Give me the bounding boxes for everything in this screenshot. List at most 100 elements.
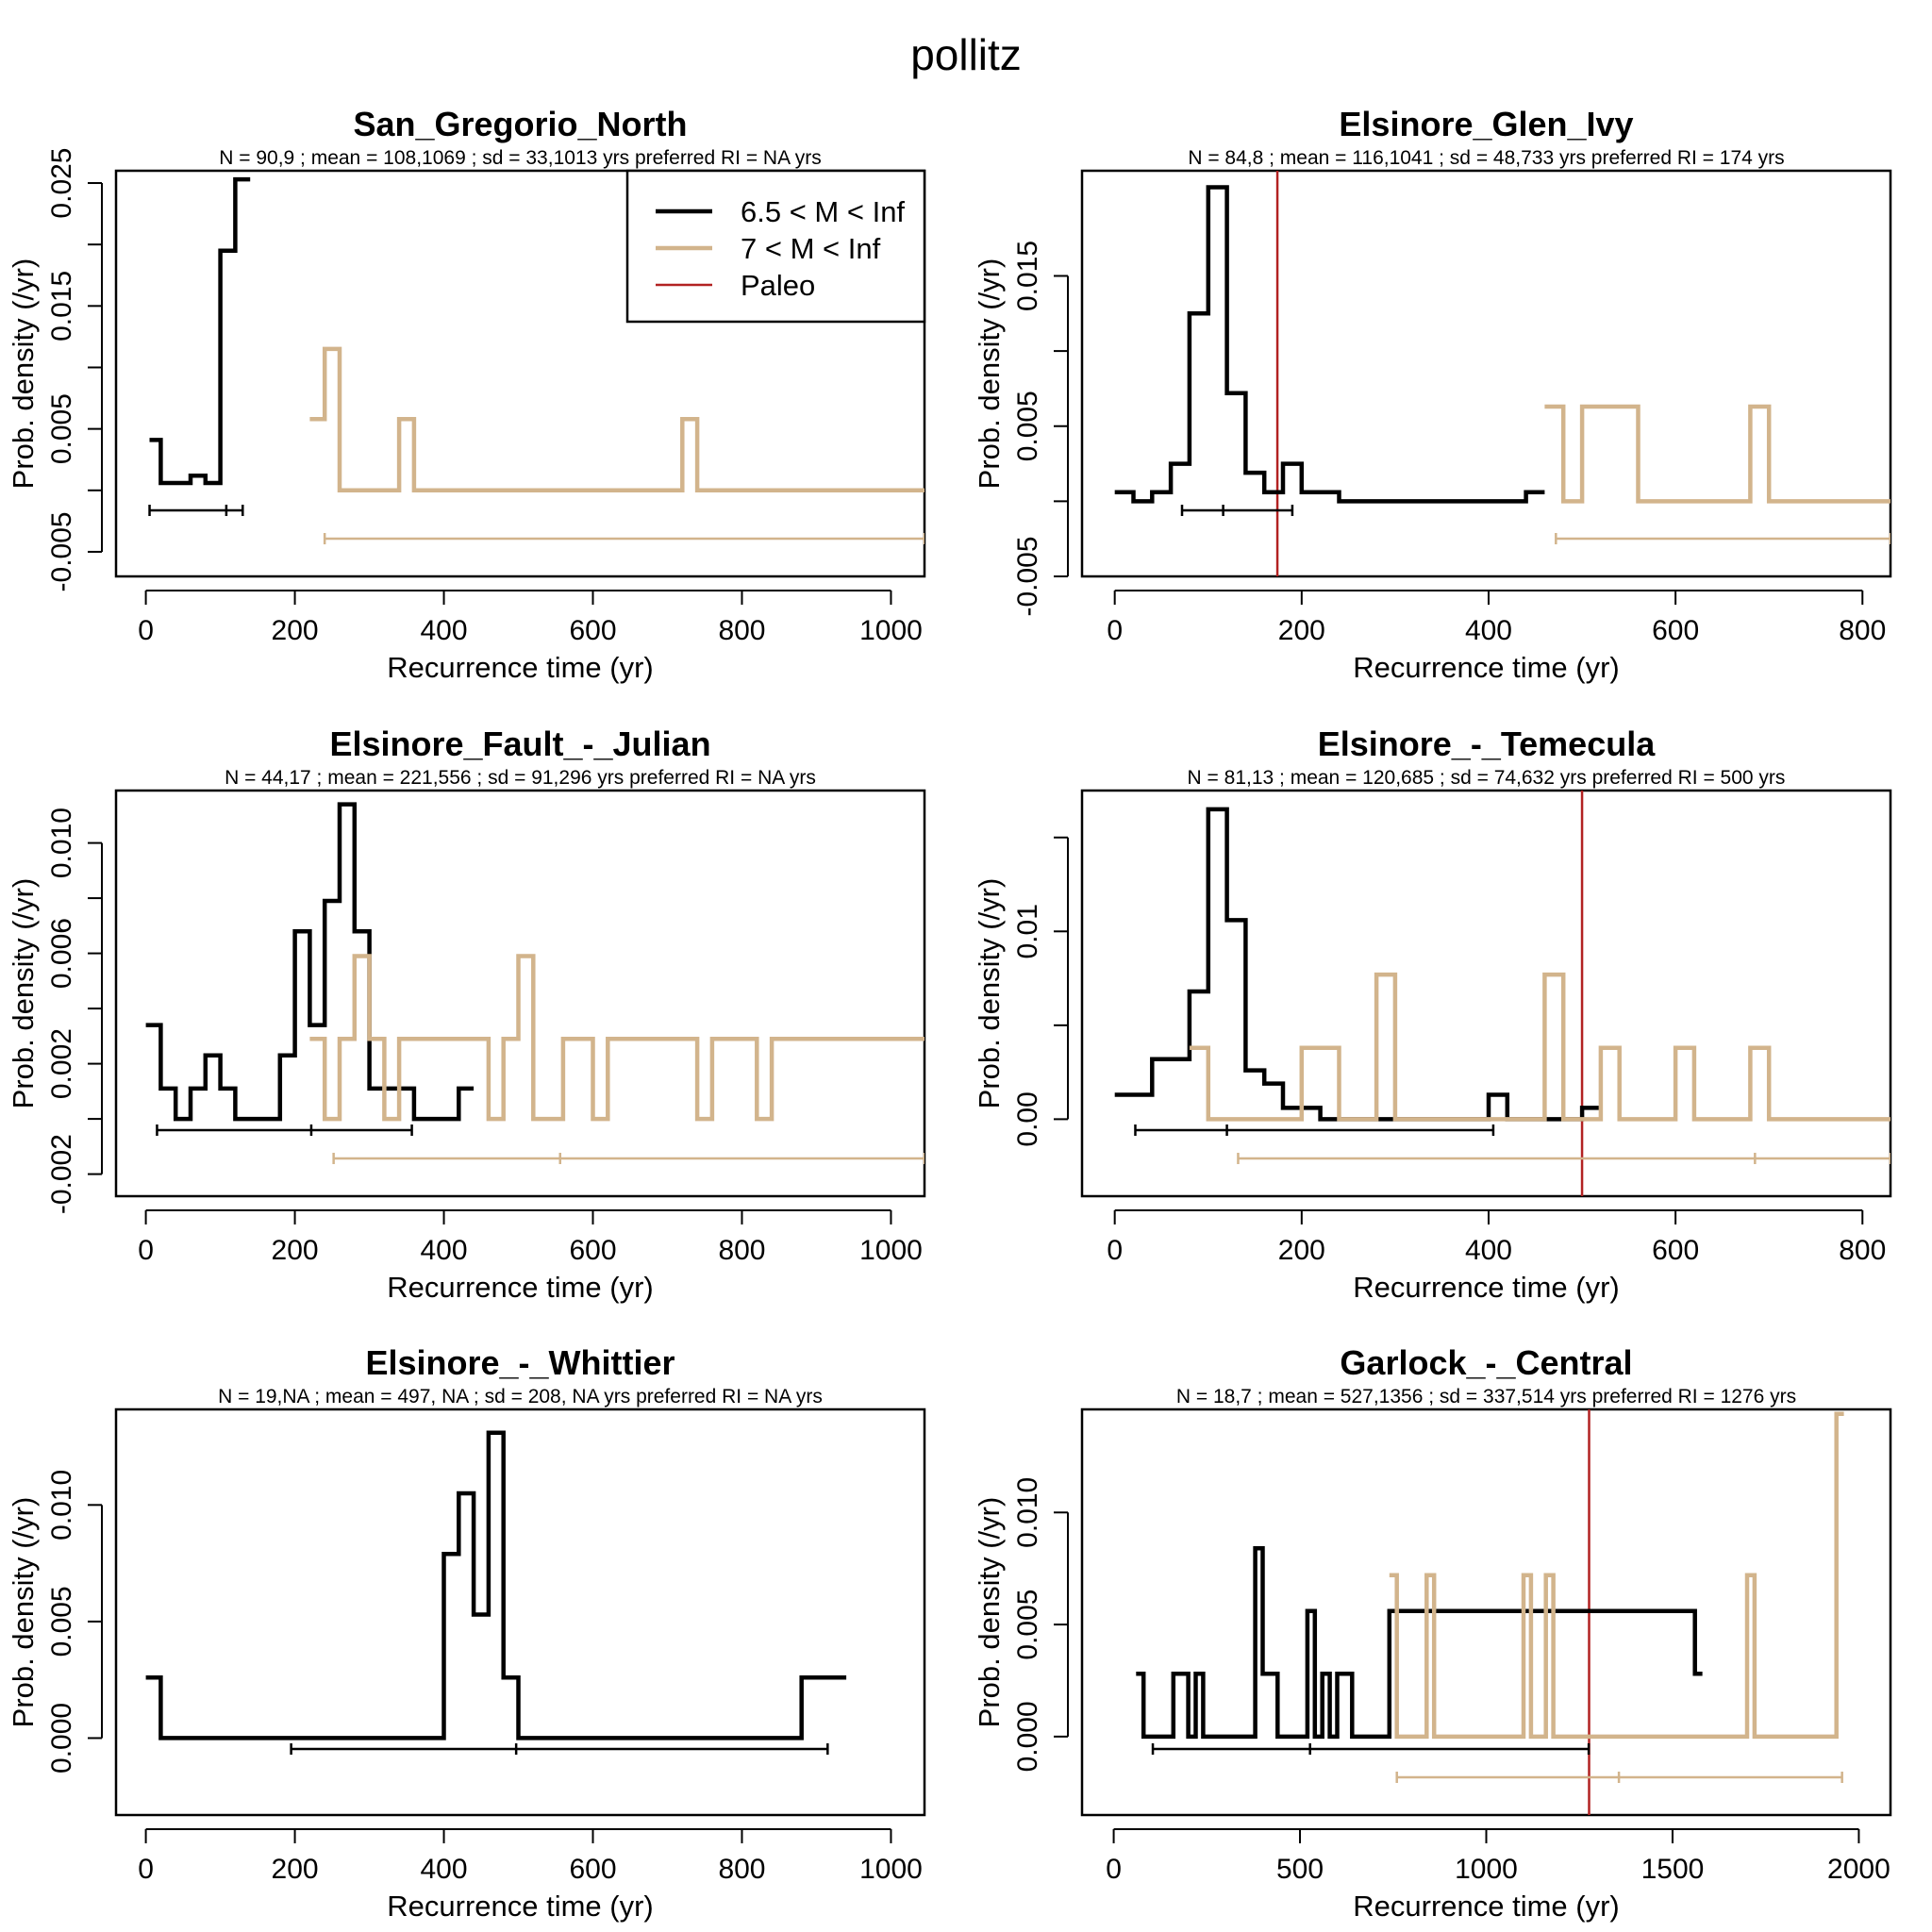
chart-panel: Elsinore_-_Temecula N = 81,13 ; mean = 12… [973, 724, 1892, 1304]
x-tick-label: 200 [272, 615, 319, 646]
plot-area [1136, 1409, 1844, 1815]
x-tick-label: 800 [1839, 1235, 1886, 1266]
y-tick-label: 0.010 [46, 808, 77, 878]
plot-area [145, 802, 924, 1164]
y-axis-label: Prob. density (/yr) [973, 258, 1006, 490]
legend-label: 6.5 < M < Inf [741, 195, 905, 228]
figure-title: pollitz [910, 30, 1022, 79]
y-tick-label: 0.000 [1012, 1701, 1043, 1772]
x-tick-label: 400 [1465, 1235, 1512, 1266]
legend-label: 7 < M < Inf [741, 232, 881, 265]
plot-frame [114, 789, 926, 1198]
x-tick-label: 500 [1276, 1854, 1324, 1885]
y-tick-label: -0.002 [46, 1134, 77, 1214]
y-axis-label: Prob. density (/yr) [7, 258, 40, 490]
x-tick-label: 0 [138, 1235, 154, 1266]
x-tick-label: 200 [1278, 615, 1325, 646]
series-line-1 [145, 802, 475, 1122]
x-tick-label: 800 [718, 615, 765, 646]
y-axis-label: Prob. density (/yr) [7, 1497, 40, 1728]
x-tick-label: 200 [272, 1235, 319, 1266]
series-line-2 [1389, 1411, 1844, 1740]
y-tick-label: 0.005 [46, 1586, 77, 1657]
panel-title: Elsinore_Glen_Ivy [1339, 105, 1633, 143]
x-tick-label: 600 [569, 615, 616, 646]
plot-area [1114, 791, 1890, 1196]
y-tick-label: 0.00 [1012, 1091, 1043, 1146]
chart-panel: San_Gregorio_North N = 90,9 ; mean = 108,… [7, 105, 926, 684]
x-axis-label: Recurrence time (yr) [1353, 651, 1620, 684]
x-axis-label: Recurrence time (yr) [387, 1890, 654, 1923]
x-axis-label: Recurrence time (yr) [1353, 1271, 1620, 1304]
panel-title: Elsinore_-_Whittier [365, 1343, 675, 1382]
chart-panel: Elsinore_-_Whittier N = 19,NA ; mean = 49… [7, 1343, 926, 1923]
x-tick-label: 400 [1465, 615, 1512, 646]
y-tick-label: 0.010 [46, 1470, 77, 1541]
y-tick-label: 0.025 [46, 147, 77, 218]
x-tick-label: 0 [1106, 1854, 1122, 1885]
legend-label: Paleo [741, 269, 815, 302]
panel-subtitle: N = 44,17 ; mean = 221,556 ; sd = 91,296… [225, 767, 816, 789]
y-tick-label: 0.000 [46, 1703, 77, 1774]
y-tick-label: 0.015 [1012, 241, 1043, 311]
x-tick-label: 200 [1278, 1235, 1325, 1266]
panel-title: Garlock_-_Central [1340, 1343, 1632, 1382]
y-tick-label: -0.005 [46, 511, 77, 591]
x-tick-label: 200 [272, 1854, 319, 1885]
x-tick-label: 0 [138, 615, 154, 646]
y-tick-label: 0.010 [1012, 1477, 1043, 1548]
x-tick-label: 1000 [859, 1854, 923, 1885]
panel-subtitle: N = 84,8 ; mean = 116,1041 ; sd = 48,733… [1188, 147, 1784, 169]
x-tick-label: 400 [421, 1854, 468, 1885]
series-line-1 [1136, 1546, 1703, 1740]
x-tick-label: 400 [421, 1235, 468, 1266]
panel-title: Elsinore_-_Temecula [1318, 724, 1656, 763]
y-axis-label: Prob. density (/yr) [7, 878, 40, 1109]
plot-area [148, 176, 924, 544]
plot-frame [1080, 169, 1892, 578]
x-tick-label: 1500 [1641, 1854, 1705, 1885]
series-line-2 [309, 346, 924, 493]
series-line-2 [309, 954, 924, 1122]
plot-area [1114, 171, 1890, 576]
plot-frame [1080, 1407, 1892, 1817]
x-tick-label: 800 [718, 1235, 765, 1266]
x-tick-label: 400 [421, 615, 468, 646]
series-line-1 [1114, 807, 1601, 1122]
y-tick-label: 0.005 [1012, 391, 1043, 461]
y-axis-label: Prob. density (/yr) [973, 878, 1006, 1109]
y-axis-label: Prob. density (/yr) [973, 1497, 1006, 1728]
panel-title: Elsinore_Fault_-_Julian [329, 724, 710, 763]
x-tick-label: 0 [1107, 615, 1123, 646]
legend: 6.5 < M < Inf 7 < M < Inf Paleo [625, 169, 926, 324]
y-tick-label: -0.005 [1012, 536, 1043, 616]
panel-subtitle: N = 19,NA ; mean = 497, NA ; sd = 208, N… [218, 1386, 823, 1407]
x-tick-label: 600 [569, 1854, 616, 1885]
y-tick-label: 0.002 [46, 1028, 77, 1099]
x-tick-label: 600 [1652, 1235, 1699, 1266]
x-axis-label: Recurrence time (yr) [387, 651, 654, 684]
y-tick-label: 0.015 [46, 271, 77, 341]
plot-frame [114, 169, 926, 578]
x-tick-label: 800 [1839, 615, 1886, 646]
x-tick-label: 0 [138, 1854, 154, 1885]
series-line-2 [1544, 404, 1890, 504]
x-axis-label: Recurrence time (yr) [1353, 1890, 1620, 1923]
series-line-2 [1189, 972, 1890, 1122]
series-line-1 [145, 1430, 847, 1740]
panel-subtitle: N = 81,13 ; mean = 120,685 ; sd = 74,632… [1188, 767, 1786, 789]
plot-frame [114, 1407, 926, 1817]
panel-title: San_Gregorio_North [353, 105, 687, 143]
y-tick-label: 0.005 [1012, 1590, 1043, 1660]
y-tick-label: 0.01 [1012, 904, 1043, 958]
plot-area [145, 1430, 847, 1755]
x-tick-label: 0 [1107, 1235, 1123, 1266]
x-tick-label: 600 [1652, 615, 1699, 646]
x-tick-label: 1000 [1455, 1854, 1518, 1885]
x-tick-label: 1000 [859, 615, 923, 646]
chart-panel: Elsinore_Fault_-_Julian N = 44,17 ; mean … [7, 724, 926, 1304]
x-axis-label: Recurrence time (yr) [387, 1271, 654, 1304]
x-tick-label: 2000 [1827, 1854, 1890, 1885]
plot-frame [1080, 789, 1892, 1198]
